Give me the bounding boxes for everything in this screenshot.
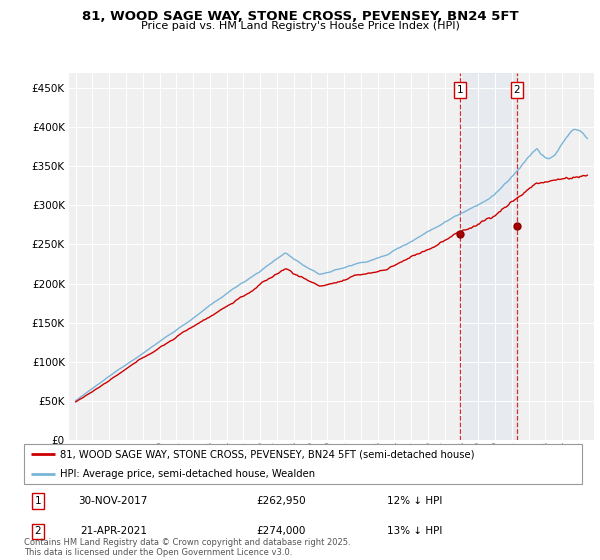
- Text: 30-NOV-2017: 30-NOV-2017: [79, 496, 148, 506]
- Text: Price paid vs. HM Land Registry's House Price Index (HPI): Price paid vs. HM Land Registry's House …: [140, 21, 460, 31]
- Text: 13% ↓ HPI: 13% ↓ HPI: [387, 526, 442, 536]
- FancyBboxPatch shape: [24, 444, 582, 484]
- Text: 1: 1: [35, 496, 41, 506]
- Text: 2: 2: [35, 526, 41, 536]
- Text: 12% ↓ HPI: 12% ↓ HPI: [387, 496, 442, 506]
- Text: Contains HM Land Registry data © Crown copyright and database right 2025.
This d: Contains HM Land Registry data © Crown c…: [24, 538, 350, 557]
- Text: 81, WOOD SAGE WAY, STONE CROSS, PEVENSEY, BN24 5FT: 81, WOOD SAGE WAY, STONE CROSS, PEVENSEY…: [82, 10, 518, 22]
- Text: HPI: Average price, semi-detached house, Wealden: HPI: Average price, semi-detached house,…: [60, 469, 316, 479]
- Text: 21-APR-2021: 21-APR-2021: [80, 526, 147, 536]
- Text: 2: 2: [514, 85, 520, 95]
- Text: £262,950: £262,950: [256, 496, 305, 506]
- Bar: [460, 73, 517, 440]
- Text: 1: 1: [457, 85, 463, 95]
- Text: 81, WOOD SAGE WAY, STONE CROSS, PEVENSEY, BN24 5FT (semi-detached house): 81, WOOD SAGE WAY, STONE CROSS, PEVENSEY…: [60, 449, 475, 459]
- Text: £274,000: £274,000: [256, 526, 305, 536]
